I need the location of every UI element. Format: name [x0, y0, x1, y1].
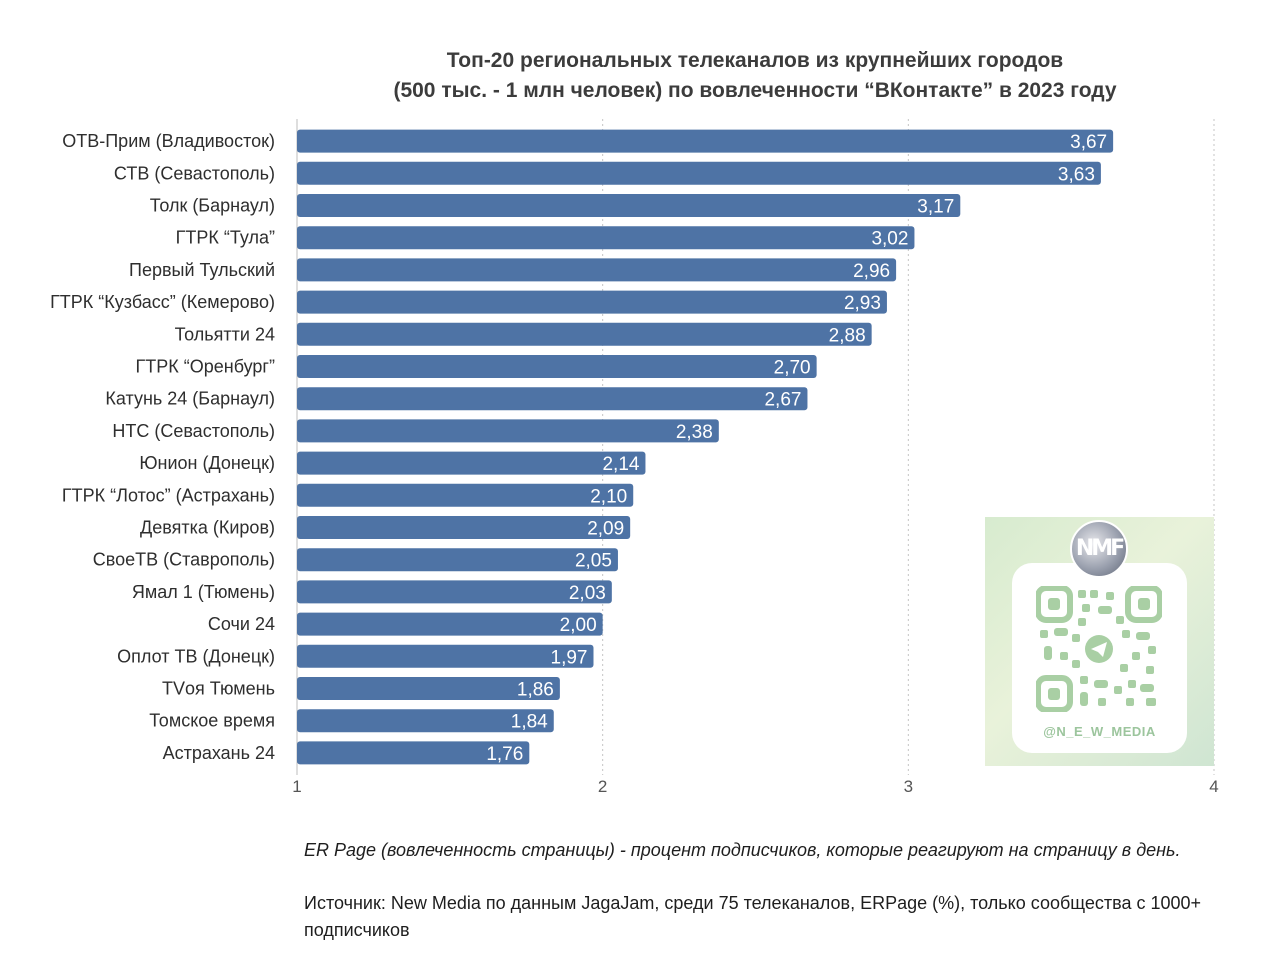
- bar: [297, 161, 1101, 185]
- x-tick-label: 3: [904, 777, 913, 796]
- bar: [297, 516, 631, 539]
- data-label: 3,63: [1058, 164, 1095, 185]
- definition-note: ER Page (вовлеченность страницы) - проце…: [304, 840, 1181, 860]
- bar: [297, 548, 618, 572]
- data-label: 1,97: [551, 647, 588, 668]
- category-label: ГТРК “Кузбасс” (Кемерово): [50, 292, 275, 312]
- data-label: 2,00: [560, 615, 597, 636]
- data-label: 2,93: [844, 293, 881, 314]
- category-label: Тольятти 24: [175, 324, 275, 344]
- qr-code-icon: [1036, 586, 1162, 712]
- source-note: Источник: New Media по данным JagaJam, с…: [304, 893, 1202, 940]
- data-label: 2,38: [676, 422, 713, 443]
- data-label: 2,96: [853, 261, 890, 282]
- category-label: ГТРК “Оренбург”: [136, 357, 275, 377]
- category-label: Первый Тульский: [129, 260, 275, 280]
- data-label: 1,84: [511, 712, 548, 733]
- bar: [297, 258, 897, 282]
- data-label: 2,10: [590, 486, 627, 507]
- category-label: ГТРК “Тула”: [176, 228, 275, 248]
- category-label: Юнион (Донецк): [139, 453, 275, 473]
- category-label: Сочи 24: [208, 614, 275, 634]
- avatar: NMF: [1070, 520, 1128, 578]
- bar: [297, 419, 719, 443]
- bar: [297, 483, 634, 507]
- data-label: 3,02: [871, 229, 908, 250]
- data-label: 2,03: [569, 583, 606, 604]
- x-tick-label: 1: [292, 777, 301, 796]
- bar: [297, 612, 603, 636]
- bar: [297, 355, 817, 378]
- data-label: 2,05: [575, 551, 612, 572]
- category-label: Катунь 24 (Барнаул): [105, 389, 275, 409]
- bar: [297, 194, 961, 217]
- category-label: Толк (Барнаул): [150, 196, 275, 216]
- bar: [297, 451, 646, 475]
- bar: [297, 290, 887, 314]
- bar: [297, 677, 560, 700]
- data-label: 2,70: [774, 358, 811, 379]
- category-label: TVоя Тюмень: [162, 679, 275, 699]
- category-label: Оплот ТВ (Донецк): [117, 646, 275, 666]
- bar: [297, 741, 530, 765]
- chart-title-line-1: Топ-20 региональных телеканалов из крупн…: [446, 49, 1064, 72]
- data-label: 3,67: [1070, 132, 1107, 153]
- category-label: СТВ (Севастополь): [114, 163, 275, 183]
- category-label: НТС (Севастополь): [112, 421, 275, 441]
- data-label: 1,76: [486, 744, 523, 765]
- data-label: 3,17: [917, 197, 954, 218]
- avatar-logo-text: NMF: [1075, 536, 1125, 561]
- bar: [297, 580, 612, 604]
- category-label: Ямал 1 (Тюмень): [132, 582, 275, 602]
- category-label: Томское время: [149, 711, 275, 731]
- category-label: Астрахань 24: [163, 743, 275, 763]
- category-label: СвоеТВ (Ставрополь): [93, 550, 275, 570]
- bar: [297, 387, 808, 411]
- category-label: ГТРК “Лотос” (Астрахань): [62, 485, 275, 505]
- bar: [297, 129, 1114, 153]
- bar: [297, 709, 554, 733]
- x-tick-label: 2: [598, 777, 607, 796]
- category-label: ОТВ-Прим (Владивосток): [62, 131, 275, 151]
- channel-handle: @N_E_W_MEDIA: [1043, 724, 1156, 739]
- x-tick-label: 4: [1209, 777, 1218, 796]
- category-label: Девятка (Киров): [140, 518, 275, 538]
- data-label: 2,14: [602, 454, 639, 475]
- bar-chart: 1 2 3 4 ОТВ-Прим (Владивосток) 3,67 СТВ (Севас…: [50, 119, 1219, 796]
- chart-title-line-2: (500 тыс. - 1 млн человек) по вовлеченно…: [393, 79, 1117, 102]
- bar: [297, 322, 872, 346]
- bar: [297, 644, 594, 668]
- data-label: 2,09: [587, 519, 624, 540]
- data-label: 2,67: [764, 390, 801, 411]
- data-label: 2,88: [829, 325, 866, 346]
- data-label: 1,86: [517, 680, 554, 701]
- bar: [297, 226, 915, 250]
